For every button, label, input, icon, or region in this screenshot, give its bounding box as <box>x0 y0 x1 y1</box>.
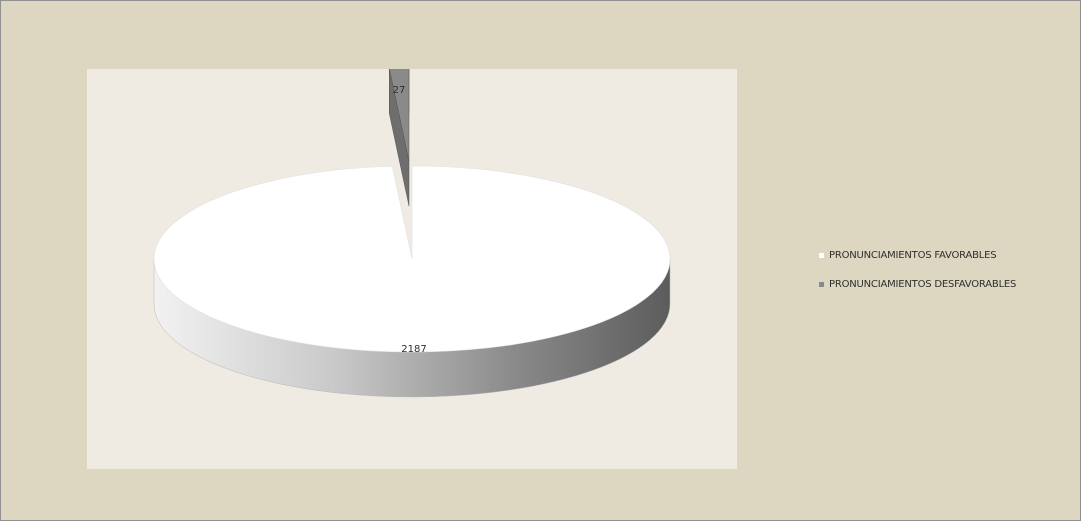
legend-label: PRONUNCIAMIENTOS FAVORABLES <box>829 249 997 261</box>
plot-area: 2187 27 <box>87 69 737 469</box>
legend: PRONUNCIAMIENTOS FAVORABLES PRONUNCIAMIEN… <box>819 247 1016 305</box>
legend-item: PRONUNCIAMIENTOS FAVORABLES <box>819 247 1016 263</box>
pie-slice-desfavorables <box>389 69 410 162</box>
legend-item: PRONUNCIAMIENTOS DESFAVORABLES <box>819 276 1016 292</box>
pie-slice-favorables <box>153 165 671 353</box>
legend-label: PRONUNCIAMIENTOS DESFAVORABLES <box>829 278 1017 290</box>
pie-chart: 2187 27 <box>153 69 671 398</box>
data-label-desfavorables: 27 <box>393 85 406 96</box>
legend-swatch <box>819 252 824 258</box>
legend-swatch <box>819 281 824 287</box>
data-label-favorables: 2187 <box>401 344 426 355</box>
